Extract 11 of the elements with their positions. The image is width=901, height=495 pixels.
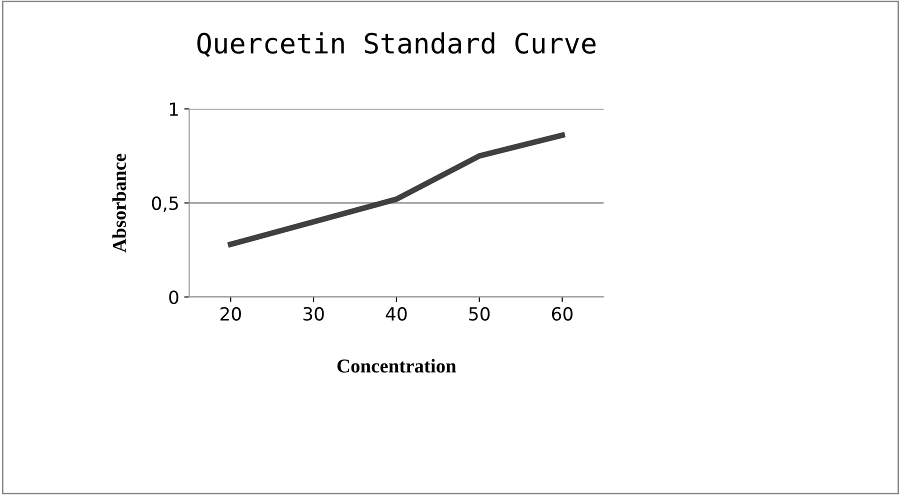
x-tick-label: 60 <box>552 307 573 321</box>
y-tick-label: 0 <box>169 290 178 304</box>
x-tick-label: 30 <box>303 307 324 321</box>
y-tick-label: 0,5 <box>152 196 178 212</box>
x-tick-label: 20 <box>220 307 241 321</box>
y-tick-label: 1 <box>170 102 178 116</box>
chart-title: Quercetin Standard Curve <box>197 32 596 58</box>
x-tick-label: 40 <box>386 307 407 321</box>
y-axis-title: Absorbance <box>112 154 126 252</box>
x-tick-label: 50 <box>469 307 490 321</box>
x-axis-title: Concentration <box>337 358 456 373</box>
